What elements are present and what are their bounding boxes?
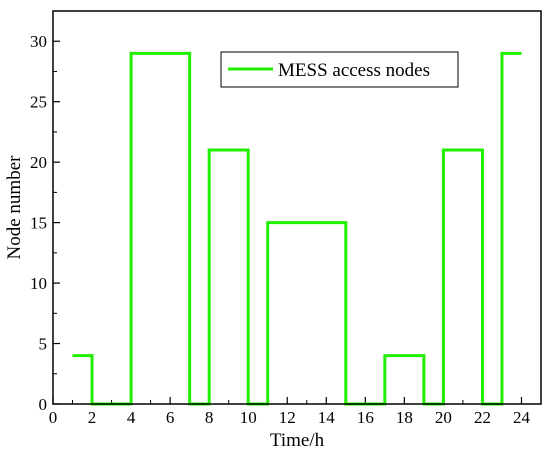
series-line [72, 51, 522, 406]
x-tick-label: 16 [357, 408, 374, 427]
x-tick-label: 20 [435, 408, 452, 427]
x-tick-label: 10 [240, 408, 257, 427]
x-tick-label: 4 [127, 408, 136, 427]
y-tick-label: 20 [30, 153, 47, 172]
y-axis-title: Node number [4, 155, 25, 260]
x-tick-label: 6 [166, 408, 175, 427]
y-tick-label: 30 [30, 32, 47, 51]
y-tick-label: 5 [39, 335, 48, 354]
x-tick-label: 18 [396, 408, 413, 427]
y-tick-label: 15 [30, 214, 47, 233]
x-tick-label: 0 [49, 408, 58, 427]
y-tick-label: 10 [30, 274, 47, 293]
legend: MESS access nodes [220, 51, 459, 88]
x-tick-label: 14 [318, 408, 336, 427]
series-layer [72, 51, 522, 406]
plot-frame [52, 10, 542, 405]
legend-label: MESS access nodes [278, 60, 430, 81]
y-tick-label: 25 [30, 93, 47, 112]
y-tick-label: 0 [39, 395, 48, 414]
x-tick-label: 22 [474, 408, 491, 427]
x-tick-label: 2 [88, 408, 97, 427]
x-tick-label: 24 [513, 408, 531, 427]
x-tick-label: 12 [279, 408, 296, 427]
x-axis-title: Time/h [270, 430, 325, 451]
x-tick-label: 8 [205, 408, 214, 427]
